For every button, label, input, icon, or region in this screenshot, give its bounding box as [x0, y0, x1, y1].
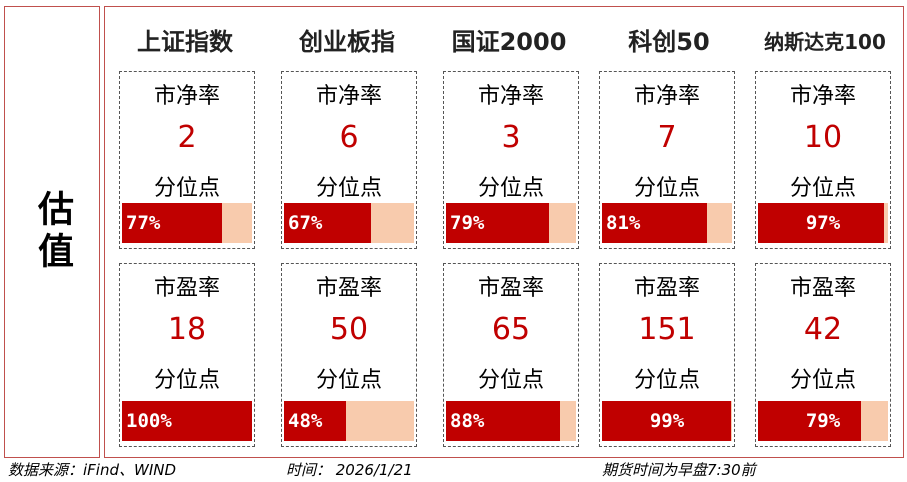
- percentile-value: 48%: [288, 410, 323, 432]
- percentile-value: 99%: [649, 410, 685, 432]
- footer-date: 时间： 2026/1/21: [286, 461, 413, 479]
- percentile-value: 67%: [288, 212, 323, 234]
- pb-card-star50: 市净率 7 分位点 81%: [599, 71, 735, 249]
- percentile-label: 分位点: [633, 368, 700, 393]
- percentile-fill: [758, 203, 885, 243]
- metric-value: 50: [329, 312, 369, 347]
- percentile-fill: [446, 401, 561, 441]
- pe-card-cnindex2000: 市盈率 65 分位点 88%: [443, 263, 579, 447]
- percentile-value: 79%: [450, 212, 485, 234]
- pb-card-sse: 市净率 2 分位点 77%: [119, 71, 255, 249]
- percentile-label: 分位点: [477, 368, 544, 393]
- percentile-bar: 67%: [284, 203, 414, 243]
- metric-label: 市净率: [477, 84, 544, 109]
- valuation-grid: 上证指数 创业板指 国证2000 科创50 纳斯达克100 市净率 2 分位点 …: [104, 6, 904, 458]
- percentile-bar: 81%: [602, 203, 732, 243]
- percentile-bar: 77%: [122, 203, 252, 243]
- percentile-value: 88%: [450, 410, 485, 432]
- percentile-bar: 99%: [602, 401, 732, 441]
- percentile-bar: 100%: [122, 401, 252, 441]
- column-header-star50: 科创50: [628, 28, 710, 56]
- percentile-label: 分位点: [153, 368, 220, 393]
- percentile-bar: 48%: [284, 401, 414, 441]
- pb-card-chinext: 市净率 6 分位点 67%: [281, 71, 417, 249]
- percentile-bar: 97%: [758, 203, 888, 243]
- percentile-fill: [758, 401, 861, 441]
- percentile-value: 77%: [126, 212, 161, 234]
- metric-label: 市净率: [315, 84, 382, 109]
- metric-label: 市盈率: [477, 276, 544, 301]
- column-header-chinext: 创业板指: [299, 28, 395, 56]
- percentile-value: 100%: [126, 410, 172, 432]
- pe-card-star50: 市盈率 151 分位点 99%: [599, 263, 735, 447]
- footer-note: 期货时间为早盘7:30前: [602, 461, 756, 479]
- percentile-bar: 79%: [446, 203, 576, 243]
- metric-label: 市盈率: [153, 276, 220, 301]
- valuation-side-panel: 估值: [4, 6, 100, 458]
- percentile-bar: 79%: [758, 401, 888, 441]
- percentile-value: 81%: [606, 212, 641, 234]
- percentile-label: 分位点: [315, 368, 382, 393]
- percentile-fill: [122, 203, 223, 243]
- column-header-nasdaq100: 纳斯达克100: [764, 30, 886, 54]
- metric-label: 市盈率: [633, 276, 700, 301]
- percentile-fill: [284, 203, 372, 243]
- percentile-label: 分位点: [153, 176, 220, 201]
- metric-value: 42: [803, 312, 843, 347]
- pb-card-cnindex2000: 市净率 3 分位点 79%: [443, 71, 579, 249]
- percentile-fill: [122, 401, 252, 441]
- percentile-fill: [602, 401, 731, 441]
- metric-value: 10: [803, 120, 843, 155]
- percentile-bar: 88%: [446, 401, 576, 441]
- metric-label: 市盈率: [315, 276, 382, 301]
- percentile-label: 分位点: [789, 368, 856, 393]
- footer-source: 数据来源：iFind、WIND: [8, 461, 177, 479]
- metric-value: 3: [501, 120, 521, 155]
- pb-card-nasdaq100: 市净率 10 分位点 97%: [755, 71, 891, 249]
- percentile-label: 分位点: [315, 176, 382, 201]
- percentile-label: 分位点: [633, 176, 700, 201]
- percentile-fill: [446, 203, 549, 243]
- percentile-value: 97%: [805, 212, 841, 234]
- metric-label: 市净率: [789, 84, 856, 109]
- metric-label: 市净率: [153, 84, 220, 109]
- metric-value: 18: [167, 312, 207, 347]
- metric-value: 6: [339, 120, 359, 155]
- metric-label: 市净率: [633, 84, 700, 109]
- metric-label: 市盈率: [789, 276, 856, 301]
- percentile-fill: [602, 203, 708, 243]
- pe-card-chinext: 市盈率 50 分位点 48%: [281, 263, 417, 447]
- column-header-cnindex2000: 国证2000: [451, 28, 567, 56]
- column-header-sse: 上证指数: [137, 28, 233, 56]
- pe-card-sse: 市盈率 18 分位点 100%: [119, 263, 255, 447]
- pe-card-nasdaq100: 市盈率 42 分位点 79%: [755, 263, 891, 447]
- percentile-label: 分位点: [789, 176, 856, 201]
- metric-value: 2: [177, 120, 197, 155]
- percentile-label: 分位点: [477, 176, 544, 201]
- percentile-fill: [284, 401, 347, 441]
- valuation-label: 估值: [32, 190, 73, 274]
- metric-value: 65: [491, 312, 531, 347]
- metric-value: 7: [657, 120, 677, 155]
- percentile-value: 79%: [805, 410, 841, 432]
- metric-value: 151: [638, 312, 696, 347]
